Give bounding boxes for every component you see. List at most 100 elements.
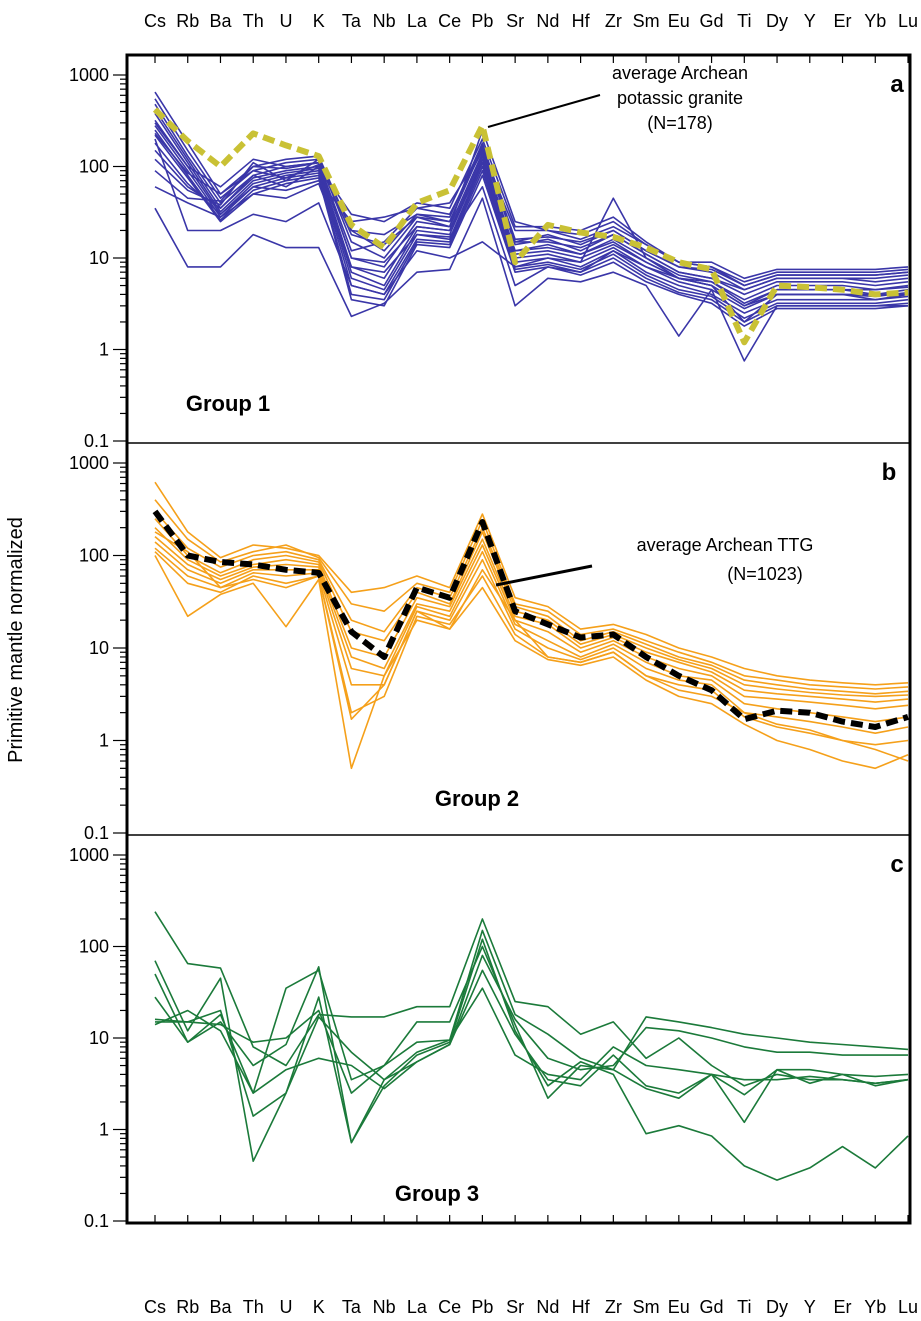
y-tick-label: 100 <box>79 157 109 177</box>
panel-letter: b <box>882 459 897 486</box>
x-tick-label-bottom: Gd <box>700 1297 724 1317</box>
x-tick-label-bottom: K <box>313 1297 325 1317</box>
annotation-text: potassic granite <box>617 88 743 108</box>
y-tick-label: 1000 <box>69 845 109 865</box>
x-tick-label-bottom: Ba <box>209 1297 232 1317</box>
x-tick-label-top: Yb <box>864 11 886 31</box>
series-group-b <box>154 481 909 770</box>
x-tick-label-bottom: Ti <box>737 1297 751 1317</box>
x-tick-label-top: Rb <box>176 11 199 31</box>
sample-line <box>155 987 909 1094</box>
sample-line <box>154 122 909 287</box>
x-tick-label-top: Lu <box>898 11 918 31</box>
panel-letter: c <box>890 851 903 878</box>
annotation-pointer <box>487 94 601 128</box>
series-group-c <box>154 911 909 1181</box>
y-tick-label: 10 <box>89 1028 109 1048</box>
group-label: Group 3 <box>395 1181 479 1206</box>
x-tick-label-top: K <box>313 11 325 31</box>
x-tick-label-top: U <box>279 11 292 31</box>
x-tick-label-bottom: Eu <box>668 1297 690 1317</box>
x-tick-label-top: Nd <box>536 11 559 31</box>
sample-line <box>154 911 909 1087</box>
x-tick-label-bottom: Nd <box>536 1297 559 1317</box>
y-tick-label: 100 <box>79 937 109 957</box>
x-tick-label-bottom: Cs <box>144 1297 166 1317</box>
y-tick-label: 0.1 <box>84 823 109 843</box>
y-tick-label: 1 <box>99 340 109 360</box>
x-tick-label-bottom: Lu <box>898 1297 918 1317</box>
annotation-text: (N=178) <box>647 113 713 133</box>
sample-line <box>154 112 909 310</box>
sample-line <box>154 138 908 323</box>
x-tick-label-top: Ba <box>209 11 232 31</box>
x-tick-label-top: Sr <box>506 11 524 31</box>
panel-letter: a <box>890 71 904 98</box>
x-tick-label-top: Ta <box>342 11 362 31</box>
group-label: Group 1 <box>186 391 270 416</box>
x-tick-label-bottom: Hf <box>572 1297 591 1317</box>
x-tick-label-top: Sm <box>633 11 660 31</box>
x-tick-label-bottom: Pb <box>471 1297 493 1317</box>
x-tick-label-bottom: Sr <box>506 1297 524 1317</box>
y-axis-label: Primitive mantle normalized <box>5 517 27 763</box>
plot-frame <box>125 53 912 1225</box>
sample-line <box>154 938 909 1181</box>
y-tick-label: 100 <box>79 546 109 566</box>
x-tick-label-bottom: La <box>407 1297 428 1317</box>
x-tick-label-bottom: Sm <box>633 1297 660 1317</box>
sample-line <box>154 535 909 710</box>
sample-line <box>154 138 909 280</box>
annotation-text: (N=1023) <box>727 564 803 584</box>
x-tick-label-top: Zr <box>605 11 622 31</box>
sample-line <box>154 969 909 1096</box>
x-tick-label-bottom: Ce <box>438 1297 461 1317</box>
x-tick-label-top: Nb <box>373 11 396 31</box>
sample-line <box>154 103 909 301</box>
x-tick-label-bottom: Yb <box>864 1297 886 1317</box>
x-tick-label-top: Hf <box>572 11 591 31</box>
sample-line <box>154 197 908 362</box>
sample-line <box>154 125 909 320</box>
sample-line <box>154 531 909 762</box>
y-tick-label: 10 <box>89 248 109 268</box>
y-tick-label: 0.1 <box>84 1211 109 1231</box>
x-tick-label-bottom: U <box>279 1297 292 1317</box>
y-tick-label: 1 <box>99 1120 109 1140</box>
sample-line <box>154 499 909 690</box>
x-tick-label-top: Er <box>834 11 852 31</box>
x-tick-label-bottom: Dy <box>766 1297 788 1317</box>
x-tick-label-bottom: Ta <box>342 1297 362 1317</box>
sample-line <box>154 481 909 686</box>
sample-line <box>154 119 909 314</box>
y-tick-label: 10 <box>89 638 109 658</box>
x-tick-label-top: La <box>407 11 428 31</box>
x-tick-label-top: Dy <box>766 11 788 31</box>
x-tick-label-top: Pb <box>471 11 493 31</box>
sample-line <box>154 555 909 770</box>
sample-line <box>154 954 908 1117</box>
y-tick-label: 0.1 <box>84 431 109 451</box>
y-tick-label: 1 <box>99 731 109 751</box>
x-tick-label-top: Th <box>243 11 264 31</box>
x-tick-label-top: Y <box>804 11 816 31</box>
x-tick-label-bottom: Nb <box>373 1297 396 1317</box>
group-label: Group 2 <box>435 786 519 811</box>
x-tick-label-top: Eu <box>668 11 690 31</box>
x-tick-label-bottom: Zr <box>605 1297 622 1317</box>
x-tick-label-top: Ti <box>737 11 751 31</box>
x-tick-label-top: Cs <box>144 11 166 31</box>
sample-line <box>154 929 909 1162</box>
average-line <box>152 107 909 346</box>
sample-line <box>154 551 909 746</box>
x-tick-label-bottom: Er <box>834 1297 852 1317</box>
x-tick-label-bottom: Rb <box>176 1297 199 1317</box>
sample-line <box>154 510 909 695</box>
sample-line <box>154 945 909 1124</box>
series-group-a <box>154 91 909 362</box>
y-tick-label: 1000 <box>69 65 109 85</box>
x-tick-label-bottom: Th <box>243 1297 264 1317</box>
sample-line <box>154 142 909 283</box>
annotation-text: average Archean TTG <box>637 535 814 555</box>
